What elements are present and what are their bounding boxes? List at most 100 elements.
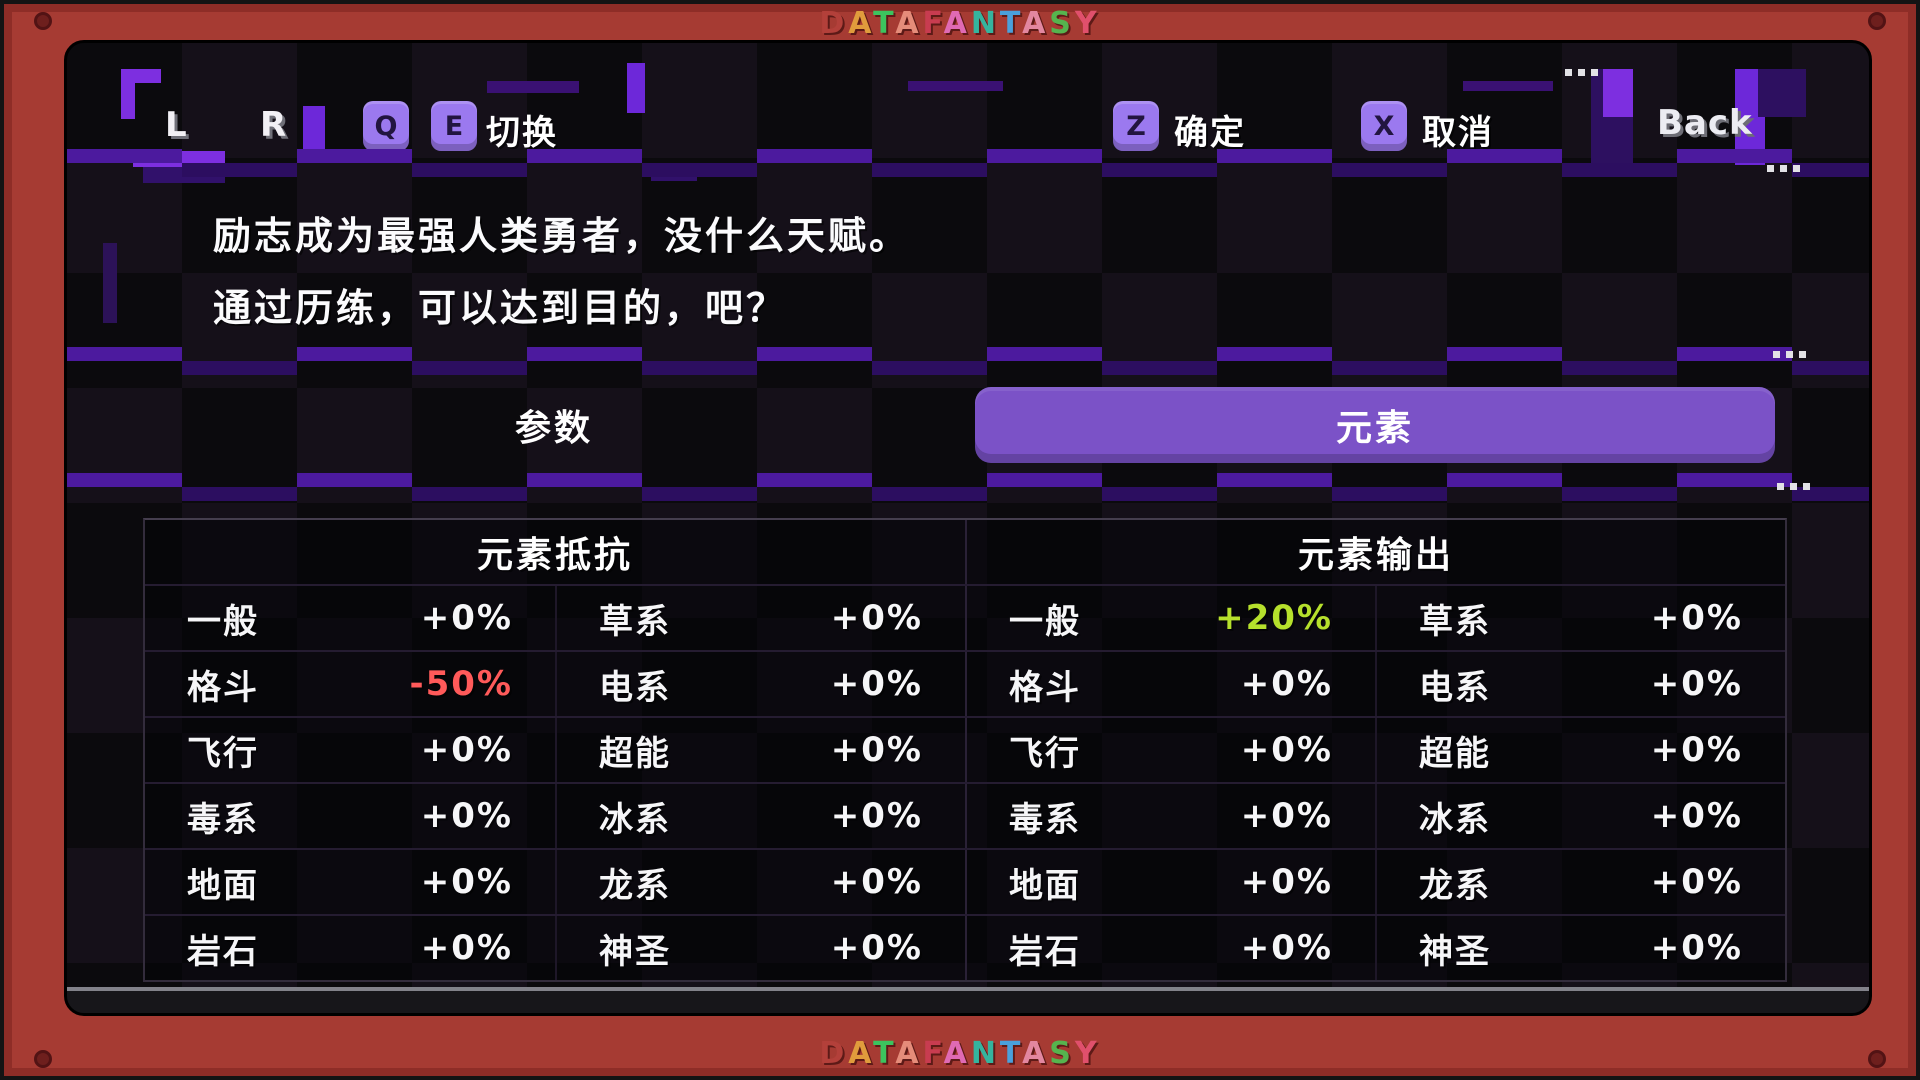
- table-cell: 一般 +0%: [145, 586, 555, 650]
- table-cell: 毒系 +0%: [965, 784, 1375, 848]
- tab-params[interactable]: 参数: [514, 408, 593, 449]
- table-cell: 电系 +0%: [1375, 652, 1785, 716]
- element-value: +0%: [1650, 862, 1743, 902]
- element-value: +0%: [1650, 664, 1743, 704]
- element-name: 龙系: [1419, 865, 1491, 906]
- table-cell: 格斗 -50%: [145, 652, 555, 716]
- ellipsis-indicator: [1773, 351, 1806, 358]
- table-cell: 地面 +0%: [965, 850, 1375, 914]
- cancel-hint-label: 取消: [1422, 113, 1494, 153]
- element-name: 电系: [1419, 667, 1491, 708]
- element-name: 岩石: [187, 931, 259, 972]
- table-cell: 飞行 +0%: [145, 718, 555, 782]
- screw-icon: [34, 1050, 52, 1068]
- table-cell: 神圣 +0%: [555, 916, 965, 980]
- element-value: +0%: [420, 928, 513, 968]
- pixel-accent: [121, 69, 135, 119]
- x-keycap-icon: X: [1361, 101, 1407, 151]
- element-value: +0%: [1240, 862, 1333, 902]
- element-name: 超能: [599, 733, 671, 774]
- separator-strip: [67, 473, 1869, 501]
- table-row: 格斗 -50% 电系 +0% 格斗 +0% 电系 +0%: [145, 650, 1785, 716]
- tab-elements[interactable]: 元素: [975, 387, 1775, 463]
- e-keycap-icon: E: [431, 101, 477, 151]
- table-cell: 地面 +0%: [145, 850, 555, 914]
- element-value: +0%: [1650, 796, 1743, 836]
- table-cell: 龙系 +0%: [555, 850, 965, 914]
- table-cell: 飞行 +0%: [965, 718, 1375, 782]
- element-name: 毒系: [1009, 799, 1081, 840]
- pixel-accent: [627, 63, 645, 113]
- element-value: +0%: [420, 862, 513, 902]
- pixel-accent: [1463, 81, 1553, 91]
- element-name: 冰系: [599, 799, 671, 840]
- element-name: 岩石: [1009, 931, 1081, 972]
- element-value: +0%: [1650, 598, 1743, 638]
- separator-strip: [67, 149, 1869, 177]
- element-name: 格斗: [1009, 667, 1081, 708]
- element-name: 超能: [1419, 733, 1491, 774]
- ellipsis-indicator: [1767, 165, 1800, 172]
- element-name: 电系: [599, 667, 671, 708]
- pixel-accent: [1603, 69, 1633, 117]
- element-name: 毒系: [187, 799, 259, 840]
- table-cell: 毒系 +0%: [145, 784, 555, 848]
- element-value: +0%: [830, 796, 923, 836]
- output-header: 元素输出: [965, 520, 1785, 584]
- table-row: 飞行 +0% 超能 +0% 飞行 +0% 超能 +0%: [145, 716, 1785, 782]
- element-value: +0%: [830, 664, 923, 704]
- back-button[interactable]: Back: [1657, 103, 1753, 143]
- description-line-1: 励志成为最强人类勇者，没什么天赋。: [213, 214, 911, 258]
- element-value: +0%: [1240, 928, 1333, 968]
- pixel-accent: [303, 106, 325, 156]
- element-name: 一般: [187, 601, 259, 642]
- element-name: 草系: [1419, 601, 1491, 642]
- element-name: 神圣: [1419, 931, 1491, 972]
- element-name: 格斗: [187, 667, 259, 708]
- z-keycap-icon: Z: [1113, 101, 1159, 151]
- element-table: 元素抵抗 元素输出 一般 +0% 草系 +0% 一般 +20% 草系 +0% 格斗 -50…: [143, 518, 1787, 982]
- element-name: 冰系: [1419, 799, 1491, 840]
- table-cell: 神圣 +0%: [1375, 916, 1785, 980]
- game-screen: L R Q E 切换 Z 确定 X 取消 Back 励志成为最强人类勇者，没什么…: [64, 40, 1872, 1016]
- element-value: +0%: [830, 862, 923, 902]
- element-value: +0%: [420, 796, 513, 836]
- table-cell: 超能 +0%: [1375, 718, 1785, 782]
- separator-strip: [67, 347, 1869, 375]
- r-shoulder-key: R: [260, 105, 287, 145]
- table-cell: 冰系 +0%: [555, 784, 965, 848]
- switch-hint-label: 切换: [486, 113, 558, 153]
- element-value: +0%: [1650, 928, 1743, 968]
- element-value: +0%: [1240, 796, 1333, 836]
- ellipsis-indicator: [1777, 483, 1810, 490]
- table-row: 地面 +0% 龙系 +0% 地面 +0% 龙系 +0%: [145, 848, 1785, 914]
- element-value: +0%: [1240, 730, 1333, 770]
- confirm-hint-label: 确定: [1174, 113, 1246, 153]
- element-value: +0%: [830, 730, 923, 770]
- description-line-2: 通过历练，可以达到目的，吧？: [213, 286, 788, 330]
- table-cell: 龙系 +0%: [1375, 850, 1785, 914]
- table-cell: 岩石 +0%: [145, 916, 555, 980]
- element-name: 飞行: [1009, 733, 1081, 774]
- element-name: 龙系: [599, 865, 671, 906]
- pixel-accent: [908, 81, 1003, 91]
- element-value: +0%: [830, 598, 923, 638]
- element-name: 草系: [599, 601, 671, 642]
- pixel-accent: [1758, 69, 1806, 117]
- ellipsis-indicator: [1565, 69, 1598, 76]
- element-value: +0%: [1240, 664, 1333, 704]
- game-logo-top: DATAFANTASY: [819, 6, 1101, 41]
- table-header-row: 元素抵抗 元素输出: [145, 520, 1785, 584]
- q-keycap-icon: Q: [363, 101, 409, 151]
- element-name: 飞行: [187, 733, 259, 774]
- element-name: 地面: [1009, 865, 1081, 906]
- table-row: 毒系 +0% 冰系 +0% 毒系 +0% 冰系 +0%: [145, 782, 1785, 848]
- table-cell: 格斗 +0%: [965, 652, 1375, 716]
- pixel-accent: [103, 243, 117, 323]
- element-name: 神圣: [599, 931, 671, 972]
- table-cell: 电系 +0%: [555, 652, 965, 716]
- table-row: 岩石 +0% 神圣 +0% 岩石 +0% 神圣 +0%: [145, 914, 1785, 980]
- element-name: 地面: [187, 865, 259, 906]
- screw-icon: [34, 12, 52, 30]
- element-name: 一般: [1009, 601, 1081, 642]
